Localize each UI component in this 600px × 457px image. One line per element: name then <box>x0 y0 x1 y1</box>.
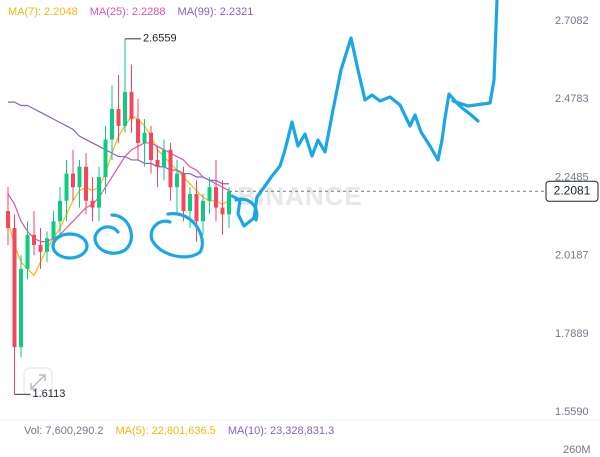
candle-body <box>168 149 173 188</box>
candle <box>162 139 166 181</box>
candle-body <box>149 132 153 160</box>
candle <box>214 159 218 222</box>
volume-legend-item: MA(5): 22,801,636.5 <box>116 425 216 437</box>
candle <box>116 74 121 143</box>
candle <box>58 187 62 235</box>
candle-body <box>32 234 36 246</box>
high-marker-label: 2.6559 <box>143 33 177 45</box>
candle <box>142 119 147 167</box>
candle-body <box>90 200 95 208</box>
legend-item: MA(25): 2.2288 <box>90 6 166 18</box>
candle <box>90 176 95 222</box>
candle <box>207 176 212 215</box>
candle <box>45 231 49 263</box>
candle <box>194 180 199 242</box>
candle-body <box>116 108 121 126</box>
candle-body <box>84 166 88 201</box>
legend-item: MA(99): 2.2321 <box>178 6 254 18</box>
candle <box>71 149 75 201</box>
candle <box>181 166 186 222</box>
candle <box>38 228 43 269</box>
candle-body <box>64 173 69 201</box>
candle <box>155 146 160 188</box>
candle-body <box>162 149 166 167</box>
candle-body <box>181 173 186 211</box>
candle-body <box>220 207 225 215</box>
candle-body <box>201 200 205 222</box>
low-marker-label: 1.6113 <box>33 388 66 400</box>
candle-body <box>194 193 199 222</box>
candle-body <box>136 119 140 143</box>
price-box <box>545 180 599 202</box>
y-tick-label: 2.4783 <box>555 93 589 105</box>
price-label: 2.2081 <box>554 183 591 197</box>
candle <box>64 159 69 222</box>
candle-body <box>155 159 160 167</box>
candle <box>77 159 82 208</box>
y-tick-label: 1.7889 <box>555 328 589 340</box>
candle <box>220 180 225 235</box>
ma-line <box>7 142 230 243</box>
plot <box>6 38 231 395</box>
candle-body <box>214 187 218 208</box>
candle <box>6 187 10 246</box>
candle <box>188 187 192 229</box>
candle <box>25 221 30 280</box>
candle-body <box>71 173 75 188</box>
candle-body <box>38 245 43 252</box>
candle-body <box>6 211 10 229</box>
candle-body <box>45 238 49 252</box>
candle <box>136 98 140 160</box>
volume-legend-item: Vol: 7,600,290.2 <box>24 425 104 437</box>
y-tick-label: 2.2485 <box>555 171 589 183</box>
zoom-icon[interactable] <box>23 367 53 397</box>
volume-legend-item: MA(10): 23,328,831.3 <box>228 425 334 437</box>
candle-body <box>142 132 147 143</box>
candle <box>32 211 36 256</box>
candle-body <box>188 193 192 211</box>
candle-body <box>97 176 101 208</box>
candle <box>123 38 127 133</box>
candle <box>168 142 173 201</box>
candle-body <box>58 200 62 222</box>
candle-body <box>110 108 114 140</box>
candle-body <box>77 166 82 188</box>
legend-item: MA(7): 2.2048 <box>8 6 78 18</box>
volume-axis-label: 260M <box>563 444 591 456</box>
candle <box>103 125 108 194</box>
hand-drawing <box>51 0 499 260</box>
y-tick-label: 2.7082 <box>555 15 589 27</box>
ma-line <box>8 101 229 185</box>
candle <box>97 166 101 222</box>
y-tick-label: 1.5590 <box>555 406 589 418</box>
candle-body <box>103 139 108 177</box>
candle-body <box>123 91 127 126</box>
candle-body <box>129 91 134 120</box>
candle <box>12 214 17 395</box>
candle <box>19 255 23 358</box>
candle <box>175 159 179 215</box>
candle-body <box>19 268 23 348</box>
candle <box>110 85 114 160</box>
candle <box>227 187 231 229</box>
candle <box>149 125 153 174</box>
candle-body <box>12 228 17 348</box>
candle <box>84 153 88 215</box>
y-tick-label: 2.0187 <box>555 250 589 262</box>
candle-body <box>25 234 30 269</box>
candle-body <box>175 173 179 188</box>
candle-body <box>227 191 231 215</box>
candle-body <box>51 221 56 239</box>
candle <box>201 193 205 235</box>
candle <box>129 64 134 133</box>
candle-body <box>207 187 212 201</box>
